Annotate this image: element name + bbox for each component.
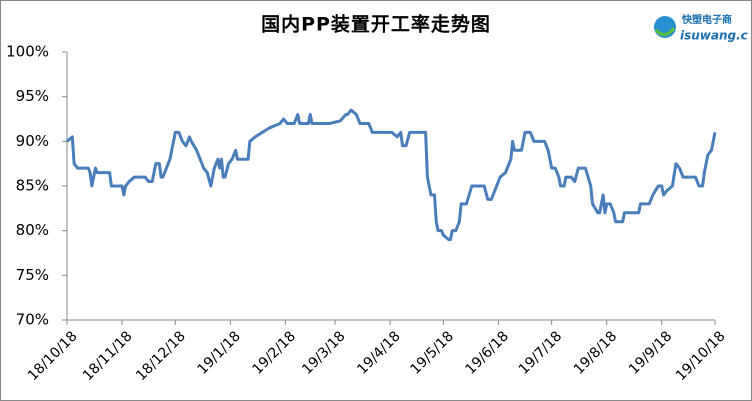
- y-tick-label: 80%: [16, 221, 49, 239]
- y-tick-label: 75%: [16, 266, 49, 284]
- line: [66, 108, 717, 242]
- logo-site: isuwang.c: [680, 29, 748, 43]
- y-tick-label: 95%: [16, 87, 49, 105]
- chart-title: 国内PP装置开工率走势图: [261, 13, 491, 36]
- y-tick-label: 70%: [16, 311, 49, 329]
- logo: 快塑电子商 isuwang.c: [654, 13, 748, 43]
- y-tick-label: 90%: [16, 132, 49, 150]
- logo-name: 快塑电子商: [681, 13, 732, 26]
- logo-swoosh: [654, 27, 676, 36]
- y-tick-label: 100%: [6, 43, 49, 61]
- y-tick-label: 85%: [16, 177, 49, 195]
